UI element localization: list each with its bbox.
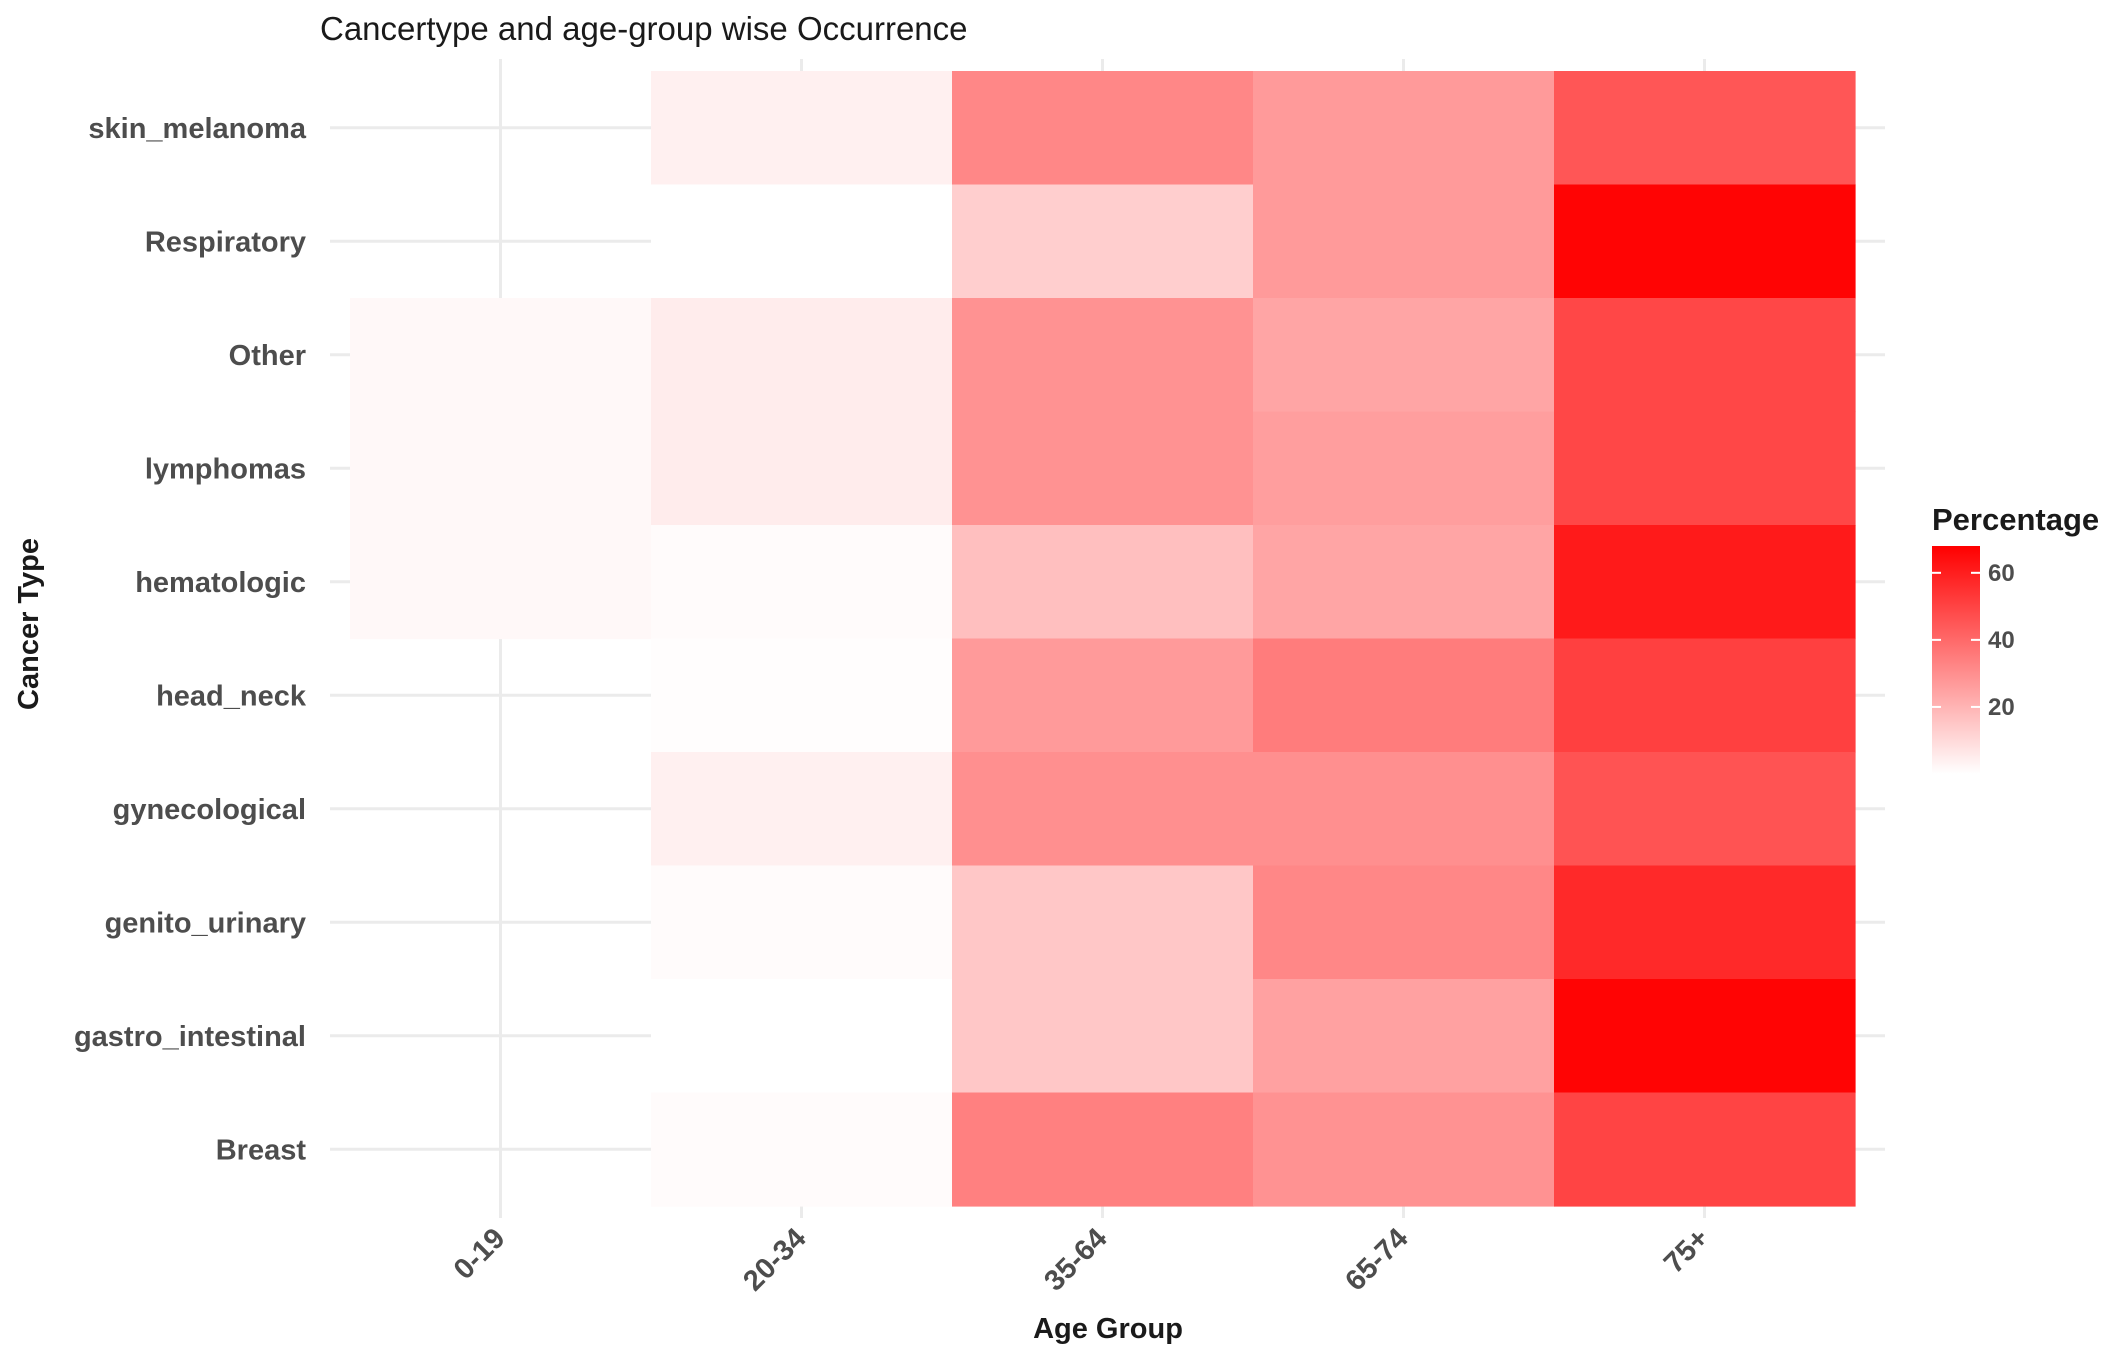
heatmap-cell — [1253, 411, 1555, 526]
heatmap-cell — [651, 979, 953, 1094]
y-tick-label: genito_urinary — [105, 907, 306, 939]
heatmap-cell — [1554, 1092, 1856, 1207]
heatmap-cell — [1554, 979, 1856, 1094]
heatmap-cell — [651, 865, 953, 980]
heatmap-cell — [651, 411, 953, 526]
legend-title: Percentage — [1932, 502, 2099, 537]
heatmap-cell — [1253, 184, 1555, 299]
heatmap-cell — [952, 411, 1254, 526]
heatmap-cell — [952, 1092, 1254, 1207]
y-tick-label: skin_melanoma — [88, 113, 306, 145]
heatmap-cell — [651, 71, 953, 186]
legend-ticks: 20 40 60 — [1932, 560, 2015, 721]
heatmap-cell — [1253, 1092, 1555, 1207]
y-tick-label: hematologic — [135, 567, 306, 599]
legend-tick-label: 40 — [1988, 627, 2015, 654]
heatmap-cell — [1253, 979, 1555, 1094]
x-tick-label: 75+ — [1658, 1222, 1715, 1279]
y-tick-label: gastro_intestinal — [74, 1021, 306, 1053]
x-tick-label: 65-74 — [1339, 1222, 1414, 1297]
y-tick-label: Breast — [216, 1134, 307, 1166]
heatmap-cell — [1253, 71, 1555, 186]
y-tick-label: head_neck — [156, 680, 307, 712]
heatmap-cells — [350, 71, 1856, 1207]
heatmap-cell — [651, 1092, 953, 1207]
y-tick-label: gynecological — [113, 794, 306, 826]
x-tick-label: 35-64 — [1038, 1222, 1113, 1297]
y-tick-label: Other — [229, 340, 306, 372]
legend-color-bar — [1932, 546, 1980, 774]
heatmap-cell — [350, 298, 652, 413]
heatmap-cell — [952, 525, 1254, 640]
heatmap-cell — [1253, 298, 1555, 413]
heatmap-cell — [1253, 638, 1555, 753]
heatmap-cell — [651, 638, 953, 753]
y-tick-label: lymphomas — [145, 453, 306, 485]
legend-tick-label: 20 — [1988, 694, 2015, 721]
heatmap-cell — [952, 979, 1254, 1094]
heatmap-cell — [651, 525, 953, 640]
heatmap-cell — [350, 411, 652, 526]
chart-title: Cancertype and age-group wise Occurrence — [320, 10, 968, 47]
heatmap-cell — [1554, 752, 1856, 867]
heatmap-cell — [1253, 752, 1555, 867]
heatmap-cell — [952, 71, 1254, 186]
heatmap-cell — [1253, 525, 1555, 640]
heatmap-cell — [1554, 184, 1856, 299]
heatmap-cell — [350, 525, 652, 640]
y-axis-label: Cancer Type — [13, 538, 45, 710]
heatmap-cell — [952, 638, 1254, 753]
color-legend: Percentage 20 40 60 — [1932, 502, 2099, 774]
x-tick-label: 0-19 — [448, 1222, 512, 1286]
heatmap-cell — [1554, 638, 1856, 753]
heatmap-cell — [1554, 525, 1856, 640]
heatmap-cell — [1554, 71, 1856, 186]
y-axis-ticks: skin_melanoma Respiratory Other lymphomas he… — [74, 113, 307, 1167]
heatmap-cell — [952, 298, 1254, 413]
heatmap-cell — [651, 752, 953, 867]
x-axis-ticks: 0-19 20-34 35-64 65-74 75+ — [448, 1222, 1716, 1297]
heatmap-cell — [651, 184, 953, 299]
heatmap-cell — [651, 298, 953, 413]
x-axis-label: Age Group — [1033, 1313, 1183, 1345]
x-tick-label: 20-34 — [737, 1222, 812, 1297]
heatmap-cell — [1554, 298, 1856, 413]
legend-tick-label: 60 — [1988, 560, 2015, 587]
heatmap-cell — [1554, 411, 1856, 526]
y-tick-label: Respiratory — [145, 226, 306, 258]
heatmap-cell — [1554, 865, 1856, 980]
heatmap-cell — [952, 865, 1254, 980]
heatmap-cell — [952, 184, 1254, 299]
heatmap-cell — [1253, 865, 1555, 980]
heatmap-cell — [952, 752, 1254, 867]
